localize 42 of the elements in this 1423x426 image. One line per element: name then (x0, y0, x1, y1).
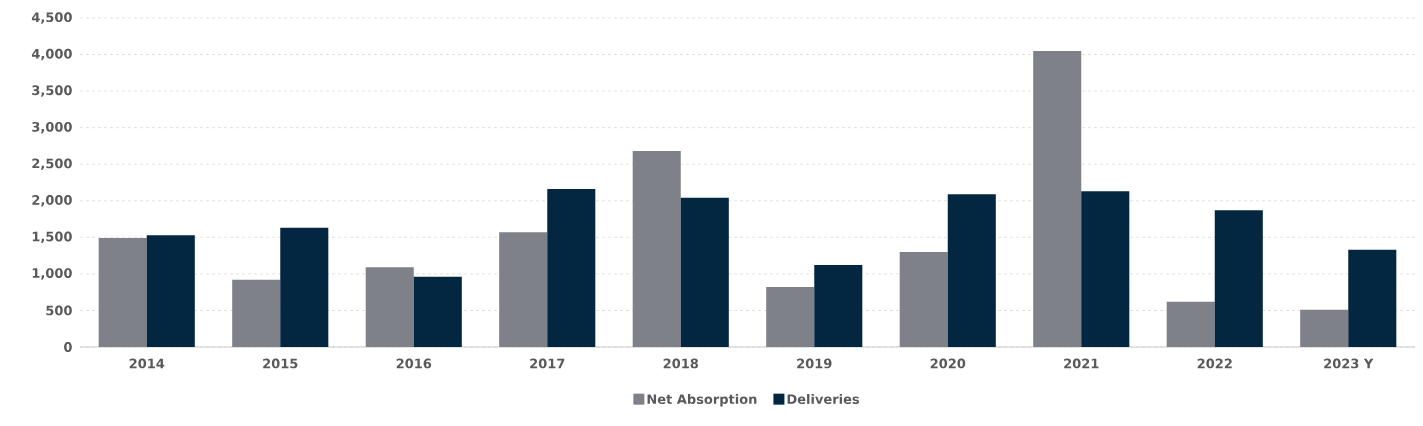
bar (365, 267, 414, 347)
y-tick-label: 3,000 (32, 121, 72, 134)
legend-label: Net Absorption (647, 393, 757, 407)
y-tick-label: 0 (64, 342, 72, 352)
y-tick-label: 2,000 (32, 195, 72, 207)
bar (899, 251, 948, 347)
x-tick-label: 2021 (1064, 358, 1099, 369)
x-tick-label: 2016 (396, 358, 432, 369)
x-tick-label: 2020 (930, 358, 966, 369)
bar (1214, 210, 1263, 347)
bar (947, 194, 996, 347)
bar (1348, 249, 1397, 347)
bar (547, 189, 596, 347)
bar (98, 238, 147, 347)
y-tick-label: 3,500 (32, 85, 72, 97)
bar (680, 197, 729, 347)
x-tick-label: 2018 (663, 358, 699, 369)
x-tick-label: 2017 (530, 358, 565, 369)
x-tick-label: 2015 (263, 358, 298, 369)
y-tick-label: 4,500 (31, 12, 72, 24)
y-tick-label: 2,500 (32, 158, 72, 170)
y-tick-label: 1,000 (32, 268, 72, 280)
bar (632, 151, 681, 347)
x-tick-label: 2019 (797, 358, 832, 369)
bar (766, 287, 815, 347)
bar (499, 232, 548, 347)
x-tick-label: 2022 (1197, 358, 1232, 369)
bar (1300, 309, 1349, 347)
bar (413, 276, 462, 347)
x-tick-label: 2014 (129, 358, 165, 369)
x-tick-label: 2023 Y (1324, 358, 1374, 369)
bar (814, 265, 863, 347)
bar (1166, 301, 1215, 347)
y-tick-label: 4,000 (31, 48, 72, 61)
y-tick-label: 500 (46, 305, 72, 316)
bar (1081, 191, 1130, 347)
bar (146, 235, 195, 347)
bar (1033, 50, 1082, 347)
bar (280, 227, 329, 347)
bar (232, 279, 281, 347)
legend-label: Deliveries (787, 393, 860, 405)
y-tick-label: 1,500 (32, 231, 72, 244)
